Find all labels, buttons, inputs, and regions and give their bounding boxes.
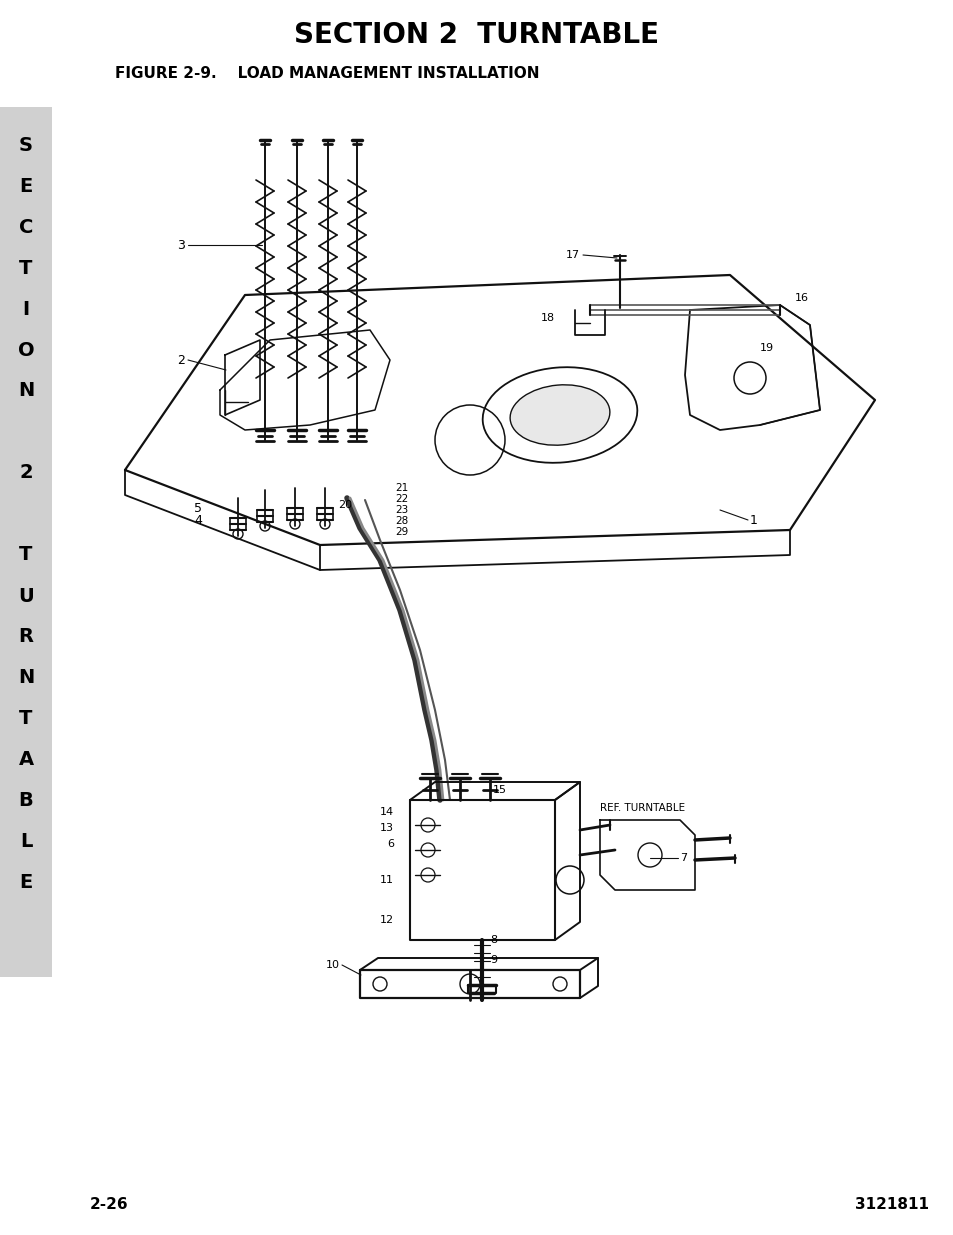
Text: L: L <box>20 832 32 851</box>
Text: 2: 2 <box>19 463 32 483</box>
Text: 20: 20 <box>337 500 352 510</box>
Text: 2: 2 <box>177 353 185 367</box>
Ellipse shape <box>510 385 609 445</box>
Text: 16: 16 <box>794 293 808 303</box>
Text: 8: 8 <box>490 935 497 945</box>
Text: 5: 5 <box>193 501 202 515</box>
Text: 11: 11 <box>379 876 394 885</box>
Text: N: N <box>18 382 34 400</box>
Text: I: I <box>23 300 30 319</box>
Text: E: E <box>19 873 32 893</box>
Text: FIGURE 2-9.    LOAD MANAGEMENT INSTALLATION: FIGURE 2-9. LOAD MANAGEMENT INSTALLATION <box>115 65 539 80</box>
Text: 3: 3 <box>177 238 185 252</box>
Text: T: T <box>19 546 32 564</box>
Text: 21: 21 <box>395 483 408 493</box>
Bar <box>0 107 52 977</box>
Text: 7: 7 <box>679 853 686 863</box>
Text: REF. TURNTABLE: REF. TURNTABLE <box>599 803 684 813</box>
Text: 18: 18 <box>540 312 555 324</box>
Text: 14: 14 <box>379 806 394 818</box>
Text: 6: 6 <box>387 839 394 848</box>
Text: 19: 19 <box>760 343 773 353</box>
Text: 22: 22 <box>395 494 408 504</box>
Text: A: A <box>18 751 33 769</box>
Text: R: R <box>18 627 33 646</box>
Text: 12: 12 <box>379 915 394 925</box>
Text: SECTION 2  TURNTABLE: SECTION 2 TURNTABLE <box>294 21 659 49</box>
Text: 9: 9 <box>490 955 497 965</box>
Text: C: C <box>19 217 33 236</box>
Text: 3121811: 3121811 <box>854 1198 928 1213</box>
Text: 28: 28 <box>395 516 408 526</box>
Text: 2-26: 2-26 <box>90 1198 129 1213</box>
Text: E: E <box>19 177 32 195</box>
Text: 17: 17 <box>565 249 579 261</box>
Text: O: O <box>18 341 34 359</box>
Text: S: S <box>19 136 33 154</box>
Text: 10: 10 <box>326 960 339 969</box>
Text: 23: 23 <box>395 505 408 515</box>
Text: 29: 29 <box>395 527 408 537</box>
Text: 4: 4 <box>193 515 202 527</box>
Text: B: B <box>19 792 33 810</box>
Text: T: T <box>19 709 32 729</box>
Text: T: T <box>19 258 32 278</box>
Text: 15: 15 <box>493 785 506 795</box>
Text: 1: 1 <box>749 514 757 526</box>
Text: U: U <box>18 587 34 605</box>
Text: N: N <box>18 668 34 688</box>
Text: 13: 13 <box>379 823 394 832</box>
